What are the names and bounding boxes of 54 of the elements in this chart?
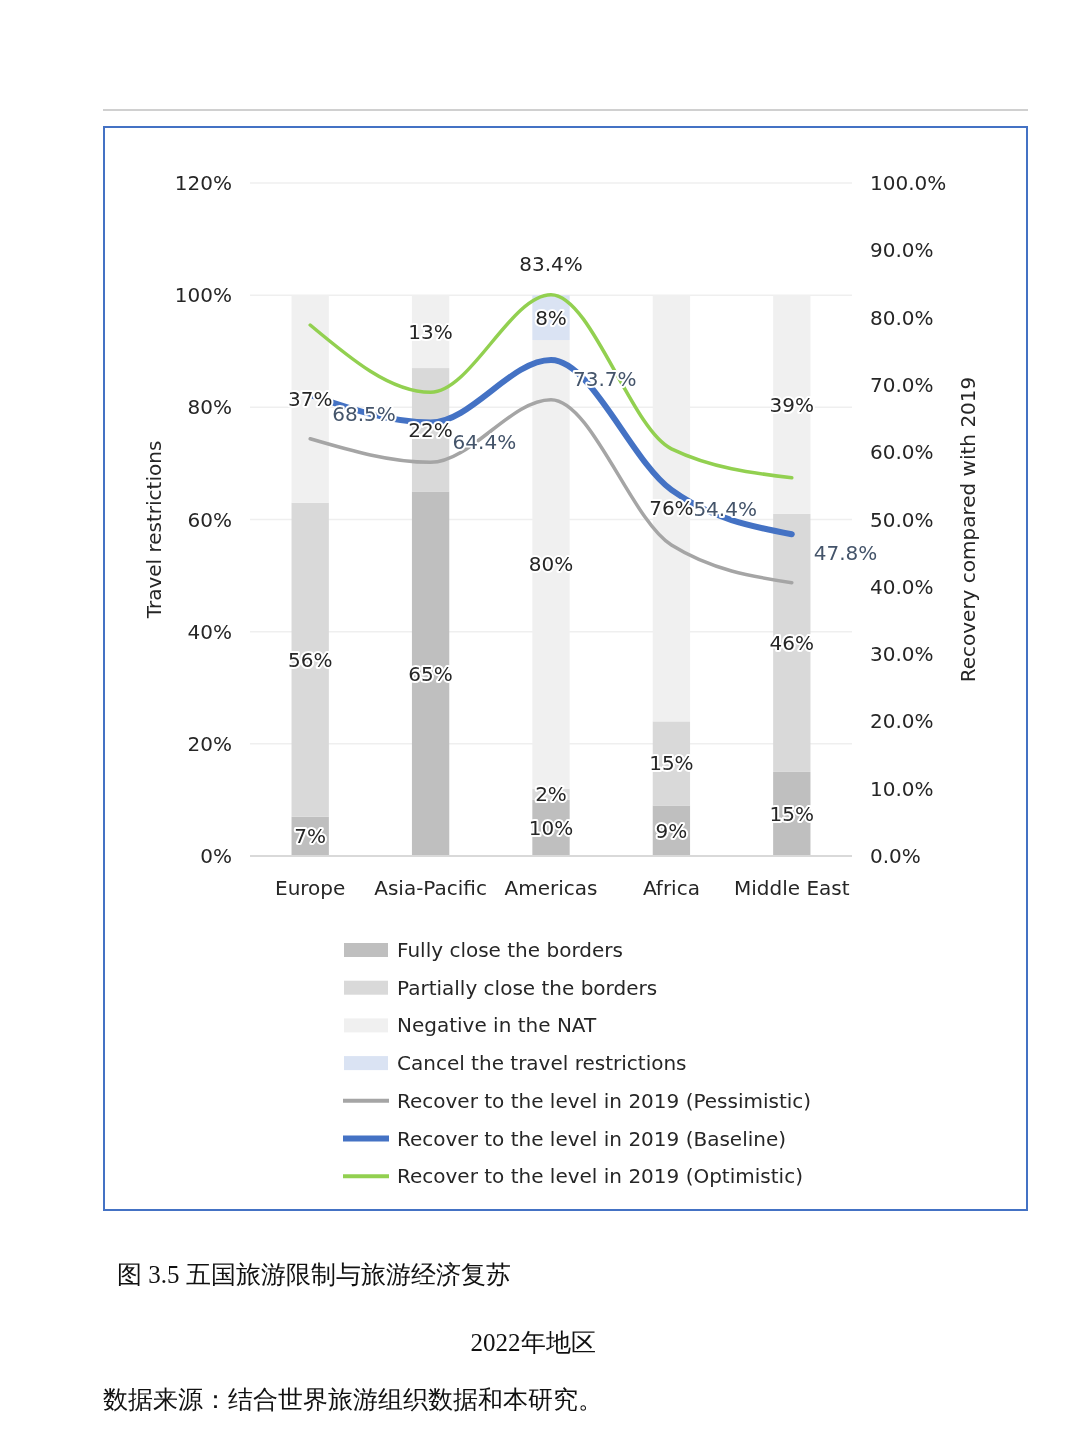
data-label: 39% [769, 392, 815, 417]
y2-tick-label: 30.0% [870, 642, 934, 667]
data-label: 15% [769, 801, 815, 826]
legend-label: Partially close the borders [397, 975, 658, 1000]
data-label: 47.8% [813, 541, 878, 566]
y2-tick-label: 60.0% [870, 440, 934, 465]
y2-tick-label: 0.0% [870, 844, 921, 868]
x-tick-label: Europe [275, 876, 346, 900]
data-label: 2% [535, 782, 567, 807]
data-label: 46% [769, 630, 815, 655]
legend-label: Negative in the NAT [397, 1013, 597, 1038]
legend-label: Recover to the level in 2019 (Pessimistic) [397, 1088, 812, 1113]
data-label: 65% [408, 661, 453, 686]
source-note: 数据来源：结合世界旅游组织数据和本研究。 [103, 1386, 603, 1413]
y2-tick-label: 80.0% [870, 305, 934, 330]
y2-tick-label: 40.0% [870, 574, 934, 599]
y2-tick-label: 50.0% [870, 507, 934, 532]
y2-tick-label: 10.0% [870, 776, 934, 801]
bar [411, 491, 450, 856]
y-tick-label: 100% [174, 283, 232, 308]
data-label: 15% [649, 751, 694, 776]
data-label: 83.4% [519, 251, 583, 276]
x-tick-label: Asia-Pacific [374, 876, 487, 900]
x-tick-label: Americas [504, 876, 598, 900]
y2-tick-label: 100.0% [870, 171, 947, 195]
y2-tick-label: 20.0% [870, 709, 934, 734]
x-tick-label: Middle East [734, 876, 850, 900]
data-label: 9% [655, 818, 688, 843]
y-axis-title: Travel restrictions [142, 440, 166, 620]
y-tick-label: 0% [200, 844, 232, 868]
legend-label: Recover to the level in 2019 (Baseline) [397, 1126, 787, 1151]
y-tick-label: 20% [187, 731, 232, 756]
y-tick-label: 80% [187, 395, 232, 420]
y2-axis-title: Recovery compared with 2019 [956, 376, 980, 683]
legend-label: Cancel the travel restrictions [397, 1051, 687, 1076]
y2-tick-label: 70.0% [870, 372, 934, 397]
legend-label: Recover to the level in 2019 (Optimistic) [397, 1164, 803, 1189]
data-label: 22% [408, 417, 453, 442]
y-tick-label: 40% [187, 619, 232, 644]
x-tick-label: Africa [642, 876, 700, 900]
data-label: 64.4% [452, 429, 517, 454]
caption: 图 3.5 五国旅游限制与旅游经济复苏 [117, 1261, 511, 1288]
data-label: 7% [294, 824, 327, 849]
y-tick-label: 60% [187, 507, 232, 532]
data-label: 8% [535, 305, 567, 330]
y2-tick-label: 90.0% [870, 238, 934, 263]
text: 2022年地区 [470, 1329, 596, 1356]
data-label: 13% [408, 319, 453, 344]
y-tick-label: 120% [174, 171, 232, 195]
legend-label: Fully close the borders [397, 938, 623, 962]
data-label: 56% [287, 647, 333, 672]
data-label: 76% [649, 496, 694, 521]
data-label: 10% [528, 815, 574, 840]
data-label: 80% [528, 552, 574, 577]
